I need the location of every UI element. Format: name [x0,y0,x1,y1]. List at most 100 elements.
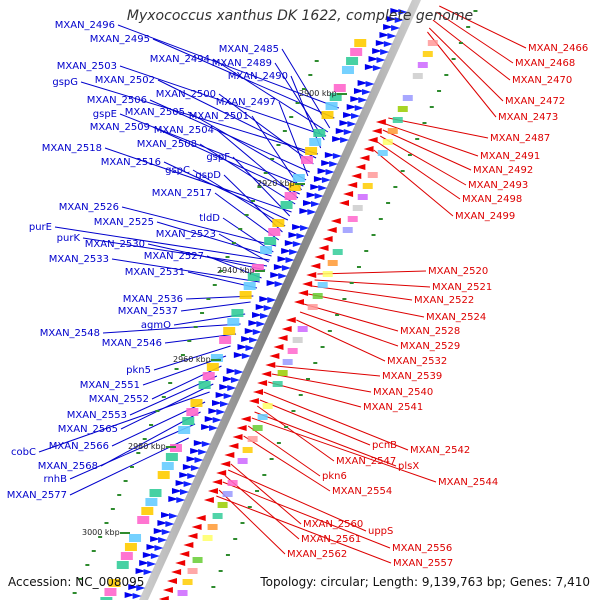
forward-gene-label[interactable]: MXAN_2490 [228,71,288,82]
reverse-gene-label[interactable]: MXAN_2547 [336,456,396,467]
reverse-gene-arrow[interactable] [220,461,231,467]
reverse-gene-arrow[interactable] [281,326,292,332]
forward-gene-arrow[interactable] [241,353,251,359]
reverse-gene-arrow[interactable] [322,236,333,242]
reverse-gene-arrow[interactable] [363,146,374,152]
forward-gene-arrow[interactable] [153,528,164,534]
reverse-gene-arrow[interactable] [195,515,206,521]
forward-gene-arrow[interactable] [182,464,193,470]
forward-gene-label[interactable]: pkn5 [126,365,151,376]
forward-gene-arrow[interactable] [161,529,171,535]
forward-gene-arrow[interactable] [357,80,368,86]
forward-gene-arrow[interactable] [259,296,270,302]
forward-gene-arrow[interactable] [220,401,229,407]
forward-gene-label[interactable]: MXAN_2494 [150,54,210,65]
forward-gene-arrow[interactable] [335,128,346,134]
forward-gene-arrow[interactable] [252,329,262,335]
reverse-gene-arrow[interactable] [375,119,386,125]
forward-gene-label[interactable]: agmO [141,320,171,331]
forward-gene-label[interactable]: MXAN_2518 [42,143,102,154]
forward-gene-arrow[interactable] [277,256,288,262]
forward-gene-label[interactable]: MXAN_2530 [85,239,145,250]
reverse-gene-label[interactable]: MXAN_2529 [400,341,460,352]
forward-gene-arrow[interactable] [340,137,350,143]
reverse-gene-arrow[interactable] [162,587,173,593]
forward-gene-arrow[interactable] [165,521,175,527]
forward-gene-label[interactable]: MXAN_2501 [189,111,249,122]
forward-gene-arrow[interactable] [208,408,219,414]
forward-gene-arrow[interactable] [391,25,401,31]
reverse-gene-label[interactable]: MXAN_2561 [301,534,361,545]
reverse-gene-arrow[interactable] [371,128,382,134]
forward-gene-arrow[interactable] [241,336,252,342]
reverse-gene-label[interactable]: MXAN_2521 [432,282,492,293]
forward-gene-label[interactable]: MXAN_2537 [118,306,178,317]
reverse-gene-label[interactable]: MXAN_2499 [455,211,515,222]
forward-gene-arrow[interactable] [175,480,186,486]
forward-gene-label[interactable]: MXAN_2485 [219,44,279,55]
reverse-gene-arrow[interactable] [187,533,198,539]
forward-gene-label[interactable]: MXAN_2531 [125,267,185,278]
forward-gene-label[interactable]: MXAN_2505 [125,107,185,118]
forward-gene-arrow[interactable] [380,49,390,55]
forward-gene-arrow[interactable] [292,241,302,247]
forward-gene-arrow[interactable] [343,129,353,135]
forward-gene-label[interactable]: MXAN_2508 [137,139,197,150]
forward-gene-arrow[interactable] [387,33,397,39]
forward-gene-arrow[interactable] [198,449,208,455]
forward-gene-arrow[interactable] [136,585,146,591]
forward-gene-arrow[interactable] [321,177,331,183]
forward-gene-arrow[interactable] [244,328,255,334]
forward-gene-arrow[interactable] [375,40,386,46]
forward-gene-arrow[interactable] [346,104,357,110]
reverse-gene-label[interactable]: MXAN_2524 [426,312,486,323]
forward-gene-arrow[interactable] [201,441,211,447]
reverse-gene-arrow[interactable] [367,137,378,143]
reverse-gene-arrow[interactable] [236,425,247,431]
forward-gene-arrow[interactable] [311,201,320,207]
forward-gene-arrow[interactable] [154,545,164,551]
forward-gene-arrow[interactable] [169,513,179,519]
forward-gene-label[interactable]: MXAN_2533 [49,254,109,265]
reverse-gene-arrow[interactable] [293,299,304,305]
reverse-gene-label[interactable]: MXAN_2557 [393,558,453,569]
forward-gene-arrow[interactable] [285,257,295,263]
forward-gene-label[interactable]: MXAN_2497 [216,97,276,108]
reverse-gene-label[interactable]: MXAN_2493 [468,180,528,191]
forward-gene-arrow[interactable] [150,553,160,559]
reverse-gene-label[interactable]: MXAN_2541 [363,402,423,413]
forward-gene-arrow[interactable] [179,489,189,495]
forward-gene-arrow[interactable] [248,320,259,326]
reverse-gene-arrow[interactable] [269,353,280,359]
forward-gene-arrow[interactable] [332,136,343,142]
reverse-gene-label[interactable]: MXAN_2528 [400,326,460,337]
reverse-gene-label[interactable]: MXAN_2472 [505,96,565,107]
forward-gene-label[interactable]: purE [29,222,52,233]
reverse-gene-arrow[interactable] [261,371,272,377]
forward-gene-arrow[interactable] [187,473,197,479]
forward-gene-arrow[interactable] [234,369,244,375]
forward-gene-arrow[interactable] [143,569,153,575]
reverse-gene-arrow[interactable] [343,191,354,197]
forward-gene-label[interactable]: MXAN_2568 [38,461,98,472]
forward-gene-arrow[interactable] [354,105,364,111]
reverse-gene-arrow[interactable] [257,380,268,386]
forward-gene-arrow[interactable] [278,273,288,279]
forward-gene-arrow[interactable] [358,97,368,103]
forward-gene-label[interactable]: tldD [199,213,220,224]
forward-gene-arrow[interactable] [252,312,263,318]
forward-gene-arrow[interactable] [139,560,150,566]
forward-gene-arrow[interactable] [303,200,313,206]
forward-gene-label[interactable]: MXAN_2565 [58,424,118,435]
forward-gene-label[interactable]: MXAN_2517 [152,188,212,199]
forward-gene-arrow[interactable] [318,185,328,191]
reverse-gene-arrow[interactable] [167,578,178,584]
reverse-gene-label[interactable]: plsX [398,461,419,472]
reverse-gene-arrow[interactable] [330,218,341,224]
reverse-gene-arrow[interactable] [171,569,182,575]
reverse-gene-label[interactable]: uppS [368,526,393,537]
reverse-gene-arrow[interactable] [347,182,358,188]
forward-gene-label[interactable]: MXAN_2551 [80,380,140,391]
forward-gene-arrow[interactable] [212,417,222,423]
forward-gene-label[interactable]: gspE [93,109,117,120]
